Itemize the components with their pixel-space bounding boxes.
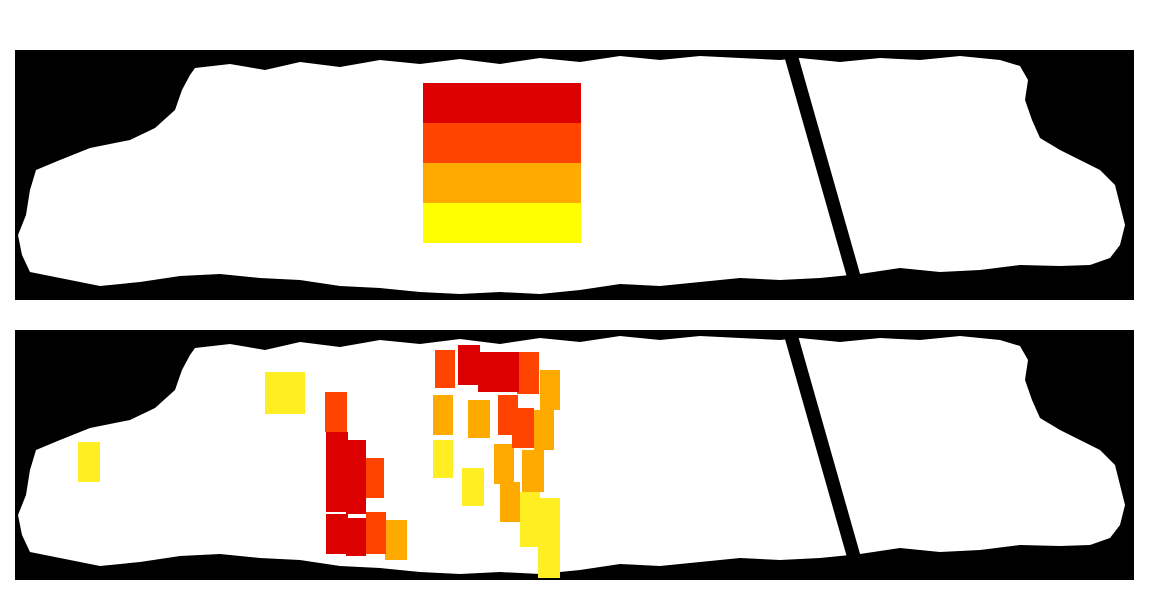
scattered-panel [15, 330, 1134, 580]
stripe-red-orange [423, 123, 581, 163]
reference-panel [15, 50, 1134, 300]
diagonal-divider [783, 332, 868, 580]
striped-square [423, 83, 581, 243]
fragment-red [326, 514, 348, 554]
fragment-orange [494, 444, 514, 484]
fragment-yellow [538, 498, 560, 578]
fragment-red [497, 352, 519, 392]
stripe-orange [423, 163, 581, 203]
scattered-fragments [78, 345, 560, 578]
stripe-red [423, 83, 581, 123]
fragment-yellow [520, 492, 540, 547]
fragment-red-orange [517, 352, 539, 394]
fragment-red [346, 518, 366, 556]
fragment-orange [534, 410, 554, 450]
fragment-yellow [265, 372, 305, 414]
fragment-orange [433, 395, 453, 435]
diagonal-divider [783, 52, 868, 300]
fragment-orange [500, 482, 520, 522]
fragment-orange [468, 400, 490, 438]
fragment-red [458, 345, 480, 385]
fragment-red [478, 352, 498, 392]
fragment-red-orange [366, 512, 386, 554]
stripe-yellow [423, 203, 581, 243]
fragment-red [326, 472, 348, 512]
fragment-red-orange [512, 408, 534, 448]
fragment-red [346, 440, 366, 480]
fragment-orange [385, 520, 407, 560]
fragment-red [346, 478, 366, 514]
fragment-orange [540, 370, 560, 410]
fragment-yellow [433, 440, 453, 478]
white-region [18, 336, 1125, 574]
fragment-red-orange [435, 350, 455, 388]
fragment-red-orange [362, 458, 384, 498]
fragment-red-orange [325, 392, 347, 432]
fragment-orange [522, 450, 544, 492]
fragment-red [326, 432, 348, 472]
fragment-yellow [78, 442, 100, 482]
fragment-yellow [462, 468, 484, 506]
